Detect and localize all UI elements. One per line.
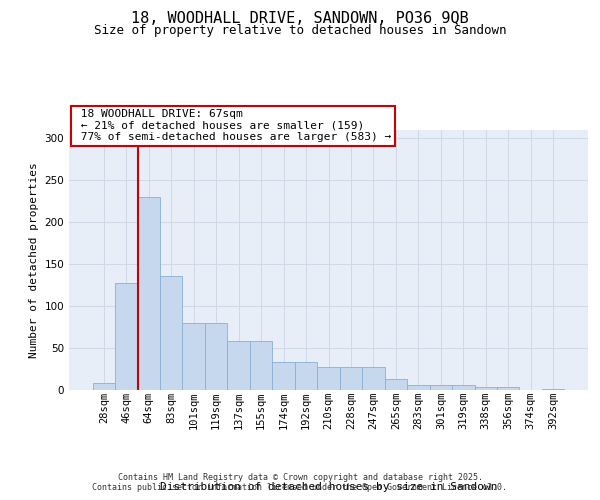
Bar — [407, 385, 430, 390]
Bar — [340, 368, 362, 390]
Bar — [497, 388, 520, 390]
Bar — [182, 323, 205, 390]
Bar — [475, 386, 497, 390]
Text: Size of property relative to detached houses in Sandown: Size of property relative to detached ho… — [94, 24, 506, 37]
Bar — [92, 384, 115, 390]
Bar — [137, 197, 160, 390]
Text: 18 WOODHALL DRIVE: 67sqm
 ← 21% of detached houses are smaller (159)
 77% of sem: 18 WOODHALL DRIVE: 67sqm ← 21% of detach… — [74, 109, 391, 142]
Bar — [205, 323, 227, 390]
Bar — [542, 389, 565, 390]
Y-axis label: Number of detached properties: Number of detached properties — [29, 162, 39, 358]
Bar — [452, 385, 475, 390]
Bar — [250, 342, 272, 390]
Text: 18, WOODHALL DRIVE, SANDOWN, PO36 9QB: 18, WOODHALL DRIVE, SANDOWN, PO36 9QB — [131, 11, 469, 26]
Bar — [272, 362, 295, 390]
Bar — [385, 379, 407, 390]
Bar — [295, 362, 317, 390]
Bar — [317, 368, 340, 390]
Text: Contains HM Land Registry data © Crown copyright and database right 2025.
Contai: Contains HM Land Registry data © Crown c… — [92, 473, 508, 492]
Bar — [115, 282, 137, 390]
Bar — [430, 385, 452, 390]
X-axis label: Distribution of detached houses by size in Sandown: Distribution of detached houses by size … — [160, 482, 497, 492]
Bar — [227, 342, 250, 390]
Bar — [160, 276, 182, 390]
Bar — [362, 368, 385, 390]
